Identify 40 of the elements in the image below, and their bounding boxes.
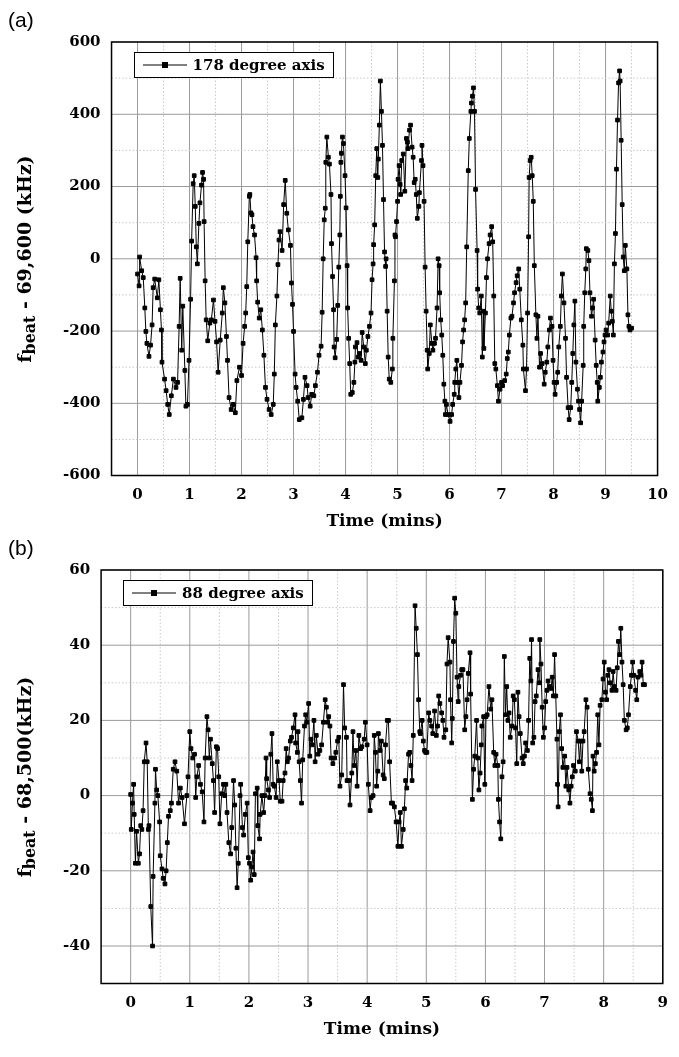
x-tick-label: 2 [243,993,255,1012]
x-tick-label: 4 [361,993,373,1012]
y-tick-label: -40 [62,935,91,954]
x-tick-label: 2 [236,485,247,504]
x-tick-label: 9 [657,993,668,1012]
chart-title: (b) [8,536,34,560]
x-tick-label: 5 [392,485,403,504]
x-tick-label: 0 [125,993,136,1012]
chart-title: (a) [8,8,34,32]
y-tick-label: 20 [69,710,91,729]
y-tick-label: 0 [79,785,91,804]
x-tick-label: 3 [288,485,299,504]
x-tick-label: 1 [184,993,195,1012]
x-tick-label: 9 [600,485,611,504]
y-tick-label: 0 [90,248,101,267]
y-tick-label: 40 [69,635,91,654]
x-tick-label: 1 [184,485,195,504]
x-tick-label: 8 [598,993,609,1012]
x-tick-label: 8 [548,485,559,504]
x-tick-label: 4 [340,485,351,504]
y-tick-label: 400 [69,104,101,123]
x-tick-label: 3 [302,993,314,1012]
x-tick-label: 7 [496,485,507,504]
y-tick-label: 60 [69,559,91,578]
x-axis-title: Time (mins) [326,510,443,531]
x-axis-title: Time (mins) [323,1018,441,1039]
y-tick-label: -600 [62,465,101,484]
x-tick-label: 5 [421,993,432,1012]
y-tick-label: -200 [62,320,101,339]
y-tick-label: -20 [62,860,91,879]
x-tick-label: 0 [132,485,143,504]
x-tick-label: 10 [647,485,668,504]
y-tick-label: 200 [69,176,101,195]
y-tick-label: 600 [69,31,101,50]
x-tick-label: 6 [444,485,455,504]
x-tick-label: 7 [539,993,550,1012]
y-tick-label: -400 [62,393,101,412]
legend-label: 88 degree axis [182,584,304,602]
x-tick-label: 6 [480,993,491,1012]
legend-label: 178 degree axis [192,56,325,74]
